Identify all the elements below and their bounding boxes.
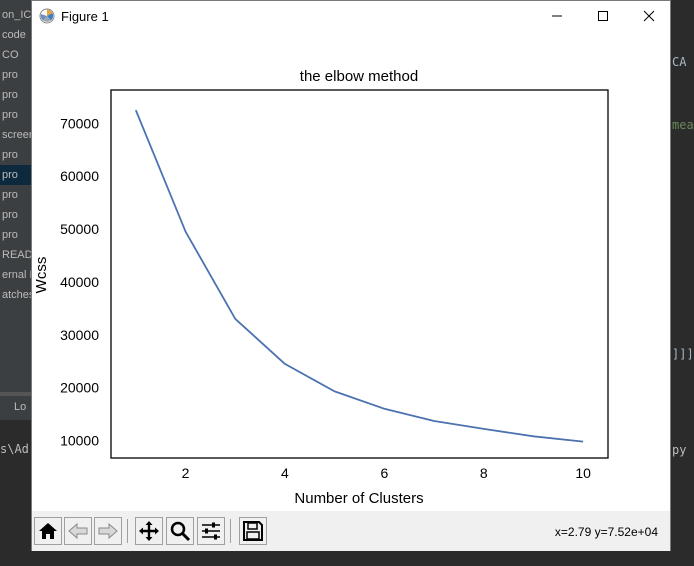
chart-title: the elbow method [300, 68, 418, 85]
save-icon [243, 521, 263, 541]
back-button[interactable] [64, 517, 92, 545]
window-titlebar[interactable]: Figure 1 [32, 1, 670, 31]
save-button[interactable] [239, 517, 267, 545]
ide-project-item[interactable]: ernal L [2, 269, 32, 281]
ide-edge-text: CA [672, 55, 687, 69]
ide-edge-text: py [672, 443, 687, 457]
window-title: Figure 1 [61, 9, 109, 24]
x-tick-label: 6 [380, 465, 388, 481]
ide-project-item[interactable]: atches [2, 289, 32, 301]
ide-project-item[interactable]: pro [0, 165, 32, 185]
ide-project-item[interactable]: pro [2, 89, 18, 101]
ide-project-item[interactable]: on_IC [2, 9, 32, 21]
pan-icon [139, 521, 159, 541]
close-icon [643, 10, 655, 22]
zoom-icon [170, 521, 191, 542]
minimize-button[interactable] [534, 1, 580, 31]
navigation-toolbar: x=2.79 y=7.52e+04 [32, 511, 670, 551]
close-button[interactable] [626, 1, 672, 31]
ide-project-item[interactable]: pro [2, 189, 18, 201]
x-tick-label: 8 [480, 465, 488, 481]
home-button[interactable] [34, 517, 62, 545]
y-tick-label: 70000 [60, 115, 99, 131]
ide-project-item[interactable]: CO [2, 49, 19, 61]
y-tick-label: 30000 [60, 327, 99, 343]
axes-frame [110, 89, 609, 459]
x-axis-label: Number of Clusters [294, 490, 423, 507]
ide-terminal-text: s\Ad [0, 442, 29, 456]
cursor-coordinates: x=2.79 y=7.52e+04 [554, 525, 658, 539]
y-tick-label: 20000 [60, 380, 99, 396]
ide-project-item[interactable]: READ [2, 249, 32, 261]
ide-project-item[interactable]: pro [2, 229, 18, 241]
y-tick-label: 10000 [60, 433, 99, 449]
y-axis-label: Wcss [33, 257, 50, 294]
ide-project-item[interactable]: code [2, 29, 26, 41]
matplotlib-logo-icon [39, 8, 55, 24]
maximize-button[interactable] [580, 1, 626, 31]
ide-bottom-tab[interactable]: Lo [14, 401, 27, 413]
figure-window: Figure 1 the elbow method 2 4 6 8 10 10000 200… [31, 0, 671, 551]
back-icon [68, 522, 88, 540]
home-icon [39, 523, 57, 539]
maximize-icon [598, 11, 608, 21]
y-tick-label: 40000 [60, 274, 99, 290]
zoom-button[interactable] [166, 517, 194, 545]
figure-canvas[interactable]: the elbow method 2 4 6 8 10 10000 20000 30000 40… [32, 31, 670, 511]
configure-subplots-button[interactable] [197, 517, 225, 545]
x-tick-label: 10 [575, 465, 591, 481]
pan-button[interactable] [135, 517, 163, 545]
series-line [134, 109, 584, 443]
ide-project-item[interactable]: pro [2, 69, 18, 81]
ide-project-item[interactable]: screen [2, 129, 32, 141]
toolbar-separator [127, 519, 128, 543]
minimize-icon [552, 15, 562, 17]
x-tick-label: 4 [281, 465, 289, 481]
ide-project-item[interactable]: pro [2, 109, 18, 121]
ide-editor-edge: CA mea ]]] py [671, 0, 694, 566]
forward-button[interactable] [94, 517, 122, 545]
y-tick-label: 60000 [60, 168, 99, 184]
ide-project-item[interactable]: pro [2, 209, 18, 221]
ide-edge-text: mea [672, 118, 694, 132]
toolbar-separator [230, 519, 231, 543]
x-tick-label: 2 [182, 465, 190, 481]
elbow-chart: the elbow method 2 4 6 8 10 10000 20000 30000 40… [33, 68, 609, 507]
forward-icon [98, 522, 118, 540]
configure-subplots-icon [202, 522, 220, 540]
ide-edge-text: ]]] [672, 347, 694, 361]
y-tick-label: 50000 [60, 221, 99, 237]
ide-project-item[interactable]: pro [2, 149, 18, 161]
